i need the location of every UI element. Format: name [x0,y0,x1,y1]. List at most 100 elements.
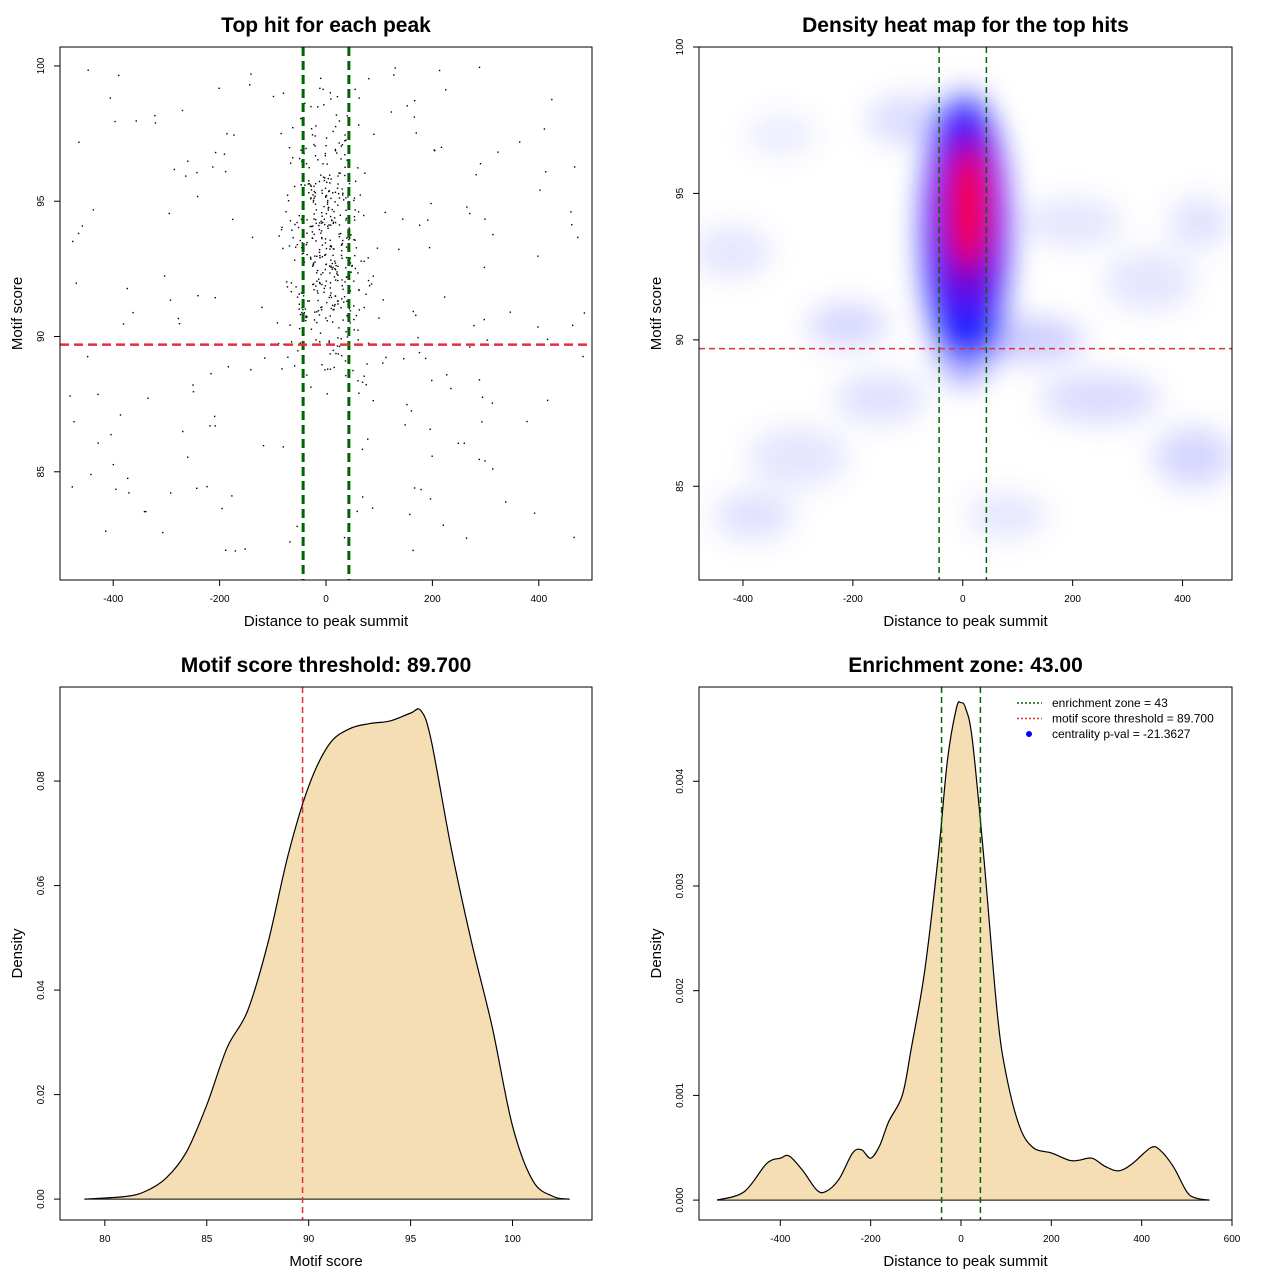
data-point [323,291,325,293]
data-point [112,463,115,466]
data-point [196,487,198,490]
data-point [358,97,360,99]
data-point [335,264,337,267]
data-point [342,319,344,321]
data-point [339,214,341,217]
plot-area [60,47,592,580]
data-point [330,178,332,180]
data-point [331,208,333,211]
y-tick-label: 85 [36,466,47,478]
legend-item: centrality p-val = -21.3627 [1052,727,1191,741]
data-point [378,317,380,319]
data-point [304,184,306,186]
data-point [321,237,323,240]
data-point [373,133,375,135]
y-tick-label: 0.06 [36,875,47,895]
data-point [321,189,323,192]
data-point [354,209,356,211]
data-point [305,319,307,322]
data-point [324,268,327,271]
heat-blob [1040,373,1161,424]
data-point [333,217,336,219]
data-point [209,425,211,427]
data-point [302,252,305,254]
data-point [298,157,301,160]
data-point [325,137,328,139]
data-point [320,232,322,234]
data-point [343,301,345,303]
data-point [475,174,477,176]
data-point [334,279,337,281]
data-point [86,355,89,358]
data-point [328,190,330,193]
data-point [354,267,357,270]
data-point [182,430,184,433]
data-point [434,149,436,152]
data-point [329,182,331,184]
data-point [317,292,319,294]
data-point [332,130,334,133]
data-point [330,265,332,267]
data-point [533,512,536,514]
x-tick-label: 200 [1064,594,1081,605]
data-point [321,192,323,194]
data-point [262,444,265,447]
data-point [206,485,208,488]
data-point [311,237,314,240]
data-point [320,309,323,311]
data-point [110,433,112,436]
data-point [338,197,341,199]
data-point [402,218,404,220]
data-point [357,272,359,274]
data-point [336,271,338,273]
data-point [321,215,323,217]
data-point [376,247,379,249]
data-point [429,428,431,430]
heat-blob [1022,198,1123,247]
data-point [323,179,326,182]
x-axis-label: Motif score [289,1253,362,1270]
panel-4: -400 -200 0 200 400 600 0.000 0.001 0.002 0.003 0.… [648,654,1241,1270]
data-point [446,374,448,376]
data-point [341,279,343,281]
data-point [323,254,326,256]
data-point [368,77,370,80]
data-point [305,147,307,150]
data-point [126,287,129,290]
data-point [319,254,321,257]
heat-blob [747,427,848,487]
data-point [341,242,344,245]
data-point [305,163,308,165]
data-point [135,120,137,122]
data-point [390,111,393,113]
data-point [296,525,298,528]
data-point [332,266,334,269]
data-point [336,273,338,275]
data-point [312,283,314,286]
data-point [465,537,468,539]
data-point [322,88,324,91]
data-point [320,77,322,80]
density-fill [84,708,570,1200]
data-point [282,92,285,94]
data-point [335,352,337,355]
plot-area [699,47,1232,580]
data-point [346,300,348,303]
heat-blob [867,95,948,146]
data-point [570,211,572,213]
data-point [321,283,323,286]
data-point [339,172,341,174]
data-point [353,238,355,241]
data-point [313,218,315,220]
data-point [314,218,317,221]
data-point [72,240,74,243]
data-point [384,211,386,214]
data-point [320,222,323,224]
data-point [545,171,547,173]
data-point [338,233,340,235]
data-point [351,265,353,267]
density-fill [717,701,1210,1201]
data-point [234,550,237,552]
data-point [415,132,417,134]
